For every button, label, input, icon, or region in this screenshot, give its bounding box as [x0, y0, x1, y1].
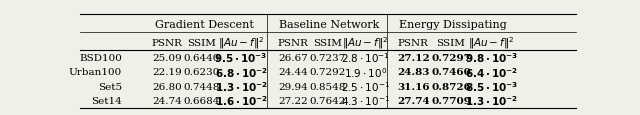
Text: 0.7448: 0.7448 — [183, 82, 220, 91]
Text: $4.3\cdot10^{-1}$: $4.3\cdot10^{-1}$ — [340, 94, 390, 107]
Text: 26.67: 26.67 — [278, 54, 308, 63]
Text: 0.7460: 0.7460 — [431, 68, 471, 77]
Text: 24.44: 24.44 — [278, 68, 308, 77]
Text: 31.16: 31.16 — [397, 82, 429, 91]
Text: SSIM: SSIM — [187, 39, 216, 47]
Text: 25.09: 25.09 — [152, 54, 182, 63]
Text: 24.74: 24.74 — [152, 96, 182, 105]
Text: $\mathbf{9.8\cdot10^{-3}}$: $\mathbf{9.8\cdot10^{-3}}$ — [465, 51, 518, 65]
Text: PSNR: PSNR — [152, 39, 182, 47]
Text: Set5: Set5 — [98, 82, 122, 91]
Text: 27.74: 27.74 — [397, 96, 429, 105]
Text: 22.19: 22.19 — [152, 68, 182, 77]
Text: 24.83: 24.83 — [397, 68, 429, 77]
Text: $\mathbf{6.4\cdot10^{-2}}$: $\mathbf{6.4\cdot10^{-2}}$ — [465, 65, 518, 79]
Text: 0.7297: 0.7297 — [431, 54, 471, 63]
Text: $2.5\cdot10^{-1}$: $2.5\cdot10^{-1}$ — [340, 80, 390, 93]
Text: SSIM: SSIM — [436, 39, 465, 47]
Text: 26.80: 26.80 — [152, 82, 182, 91]
Text: 27.12: 27.12 — [397, 54, 429, 63]
Text: Energy Dissipating: Energy Dissipating — [399, 19, 506, 29]
Text: $\mathbf{9.5\cdot10^{-3}}$: $\mathbf{9.5\cdot10^{-3}}$ — [214, 51, 268, 65]
Text: 0.8726: 0.8726 — [431, 82, 471, 91]
Text: PSNR: PSNR — [398, 39, 429, 47]
Text: 0.6230: 0.6230 — [183, 68, 220, 77]
Text: $\mathbf{1.6\cdot10^{-2}}$: $\mathbf{1.6\cdot10^{-2}}$ — [214, 94, 268, 107]
Text: 29.94: 29.94 — [278, 82, 308, 91]
Text: Set14: Set14 — [92, 96, 122, 105]
Text: 0.7642: 0.7642 — [310, 96, 346, 105]
Text: $\|Au-f\|^2$: $\|Au-f\|^2$ — [218, 35, 264, 51]
Text: 27.22: 27.22 — [278, 96, 308, 105]
Text: $2.8\cdot10^{-1}$: $2.8\cdot10^{-1}$ — [340, 51, 390, 65]
Text: Baseline Network: Baseline Network — [279, 19, 380, 29]
Text: SSIM: SSIM — [314, 39, 342, 47]
Text: PSNR: PSNR — [278, 39, 308, 47]
Text: BSD100: BSD100 — [79, 54, 122, 63]
Text: $1.9\cdot10^{0}$: $1.9\cdot10^{0}$ — [344, 65, 387, 79]
Text: $\|Au-f\|^2$: $\|Au-f\|^2$ — [342, 35, 388, 51]
Text: 0.7237: 0.7237 — [310, 54, 346, 63]
Text: 0.6440: 0.6440 — [183, 54, 220, 63]
Text: Gradient Descent: Gradient Descent — [155, 19, 253, 29]
Text: $\mathbf{6.8\cdot10^{-2}}$: $\mathbf{6.8\cdot10^{-2}}$ — [214, 65, 268, 79]
Text: 0.6684: 0.6684 — [183, 96, 220, 105]
Text: 0.8548: 0.8548 — [310, 82, 346, 91]
Text: $\mathbf{1.3\cdot10^{-2}}$: $\mathbf{1.3\cdot10^{-2}}$ — [465, 94, 518, 107]
Text: Urban100: Urban100 — [69, 68, 122, 77]
Text: $\mathbf{1.3\cdot10^{-2}}$: $\mathbf{1.3\cdot10^{-2}}$ — [214, 80, 268, 93]
Text: $\mathbf{8.5\cdot10^{-3}}$: $\mathbf{8.5\cdot10^{-3}}$ — [465, 80, 518, 93]
Text: $\|Au-f\|^2$: $\|Au-f\|^2$ — [468, 35, 515, 51]
Text: 0.7292: 0.7292 — [310, 68, 346, 77]
Text: 0.7709: 0.7709 — [431, 96, 471, 105]
